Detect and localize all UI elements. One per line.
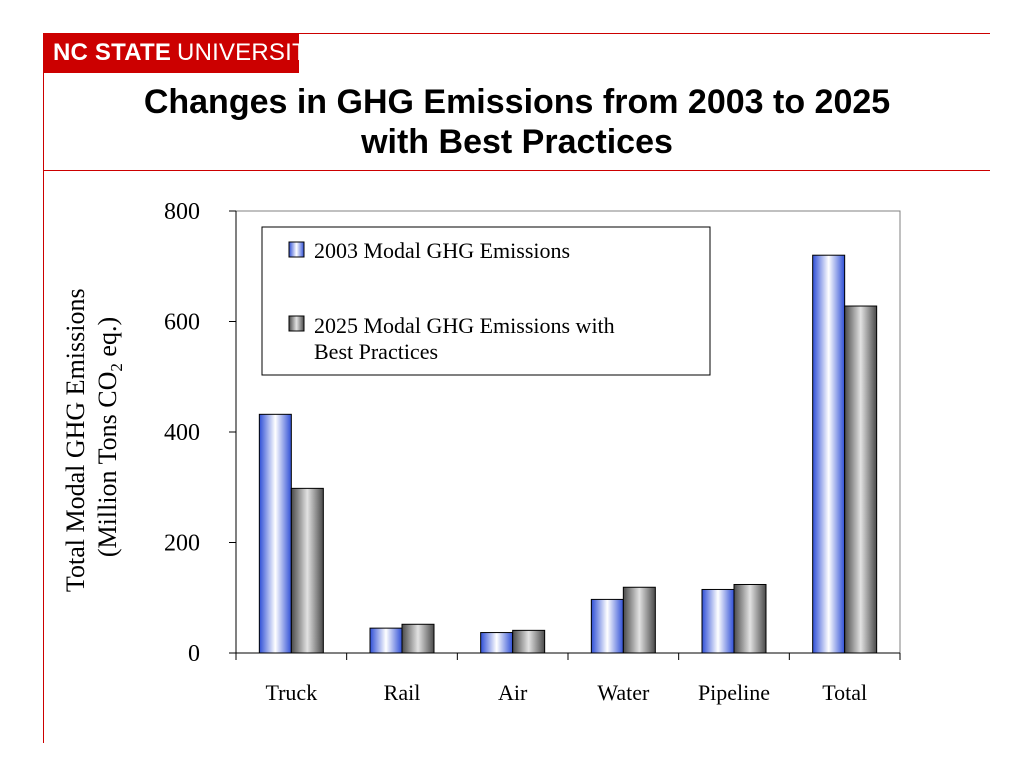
y-tick-label-800: 800 [164, 199, 200, 225]
title-rule [43, 170, 990, 171]
y-tick-label-200: 200 [164, 531, 200, 557]
x-tick-label-truck: Truck [265, 680, 317, 705]
bar-air-series-1 [480, 632, 514, 654]
y-tick-label-0: 0 [188, 641, 200, 667]
legend-label-2025-line-1: 2025 Modal GHG Emissions with [314, 313, 615, 338]
bar-truck-series-2 [290, 487, 324, 654]
bar-pipeline-series-2 [733, 583, 767, 654]
bar-total-series-1 [812, 254, 846, 654]
bar-truck-series-1 [258, 413, 292, 654]
bar-air-series-2 [512, 629, 546, 654]
slide-title-line-1: Changes in GHG Emissions from 2003 to 20… [143, 83, 891, 121]
legend-swatch-2025 [288, 315, 305, 332]
logo-text-bold: NC STATE [53, 39, 172, 66]
y-axis-label-line-2: (Million Tons CO2 eq.) [93, 317, 126, 557]
bar-water-series-1 [590, 598, 624, 654]
logo-text-light: UNIVERSITY [177, 39, 324, 66]
bar-water-series-2 [622, 586, 656, 654]
legend-box [261, 226, 711, 376]
y-axis-label: Total Modal GHG Emissions (Million Tons … [61, 282, 126, 592]
y-tick-label-600: 600 [164, 310, 200, 336]
x-tick-label-rail: Rail [384, 680, 421, 705]
legend-label-2025-line-2: Best Practices [314, 339, 438, 364]
bar-rail-series-2 [401, 623, 435, 654]
bars-group [258, 254, 878, 654]
y-axis-label-line-1: Total Modal GHG Emissions [61, 288, 90, 592]
x-tick-label-total: Total [822, 680, 867, 705]
legend: 2003 Modal GHG Emissions 2025 Modal GHG … [261, 226, 711, 376]
left-rule [43, 73, 44, 743]
bar-pipeline-series-1 [701, 588, 735, 654]
legend-label-2025: 2025 Modal GHG Emissions with Best Pract… [314, 313, 620, 364]
slide-title-line-2: with Best Practices [361, 123, 673, 161]
x-tick-label-pipeline: Pipeline [698, 680, 770, 705]
bar-rail-series-1 [369, 627, 403, 654]
top-rule [299, 33, 990, 34]
x-tick-label-water: Water [597, 680, 650, 705]
legend-swatch-2003 [288, 241, 305, 258]
nc-state-logo: NC STATE UNIVERSITY [43, 33, 323, 73]
y-tick-label-400: 400 [164, 420, 200, 446]
bar-total-series-2 [844, 305, 878, 654]
legend-label-2003: 2003 Modal GHG Emissions [314, 238, 570, 263]
axes-group: Truck Rail Air Water Pipeline Total 0 200 400 600… [164, 199, 901, 705]
x-tick-label-air: Air [498, 680, 528, 705]
slide-title: Changes in GHG Emissions from 2003 to 20… [44, 82, 990, 162]
